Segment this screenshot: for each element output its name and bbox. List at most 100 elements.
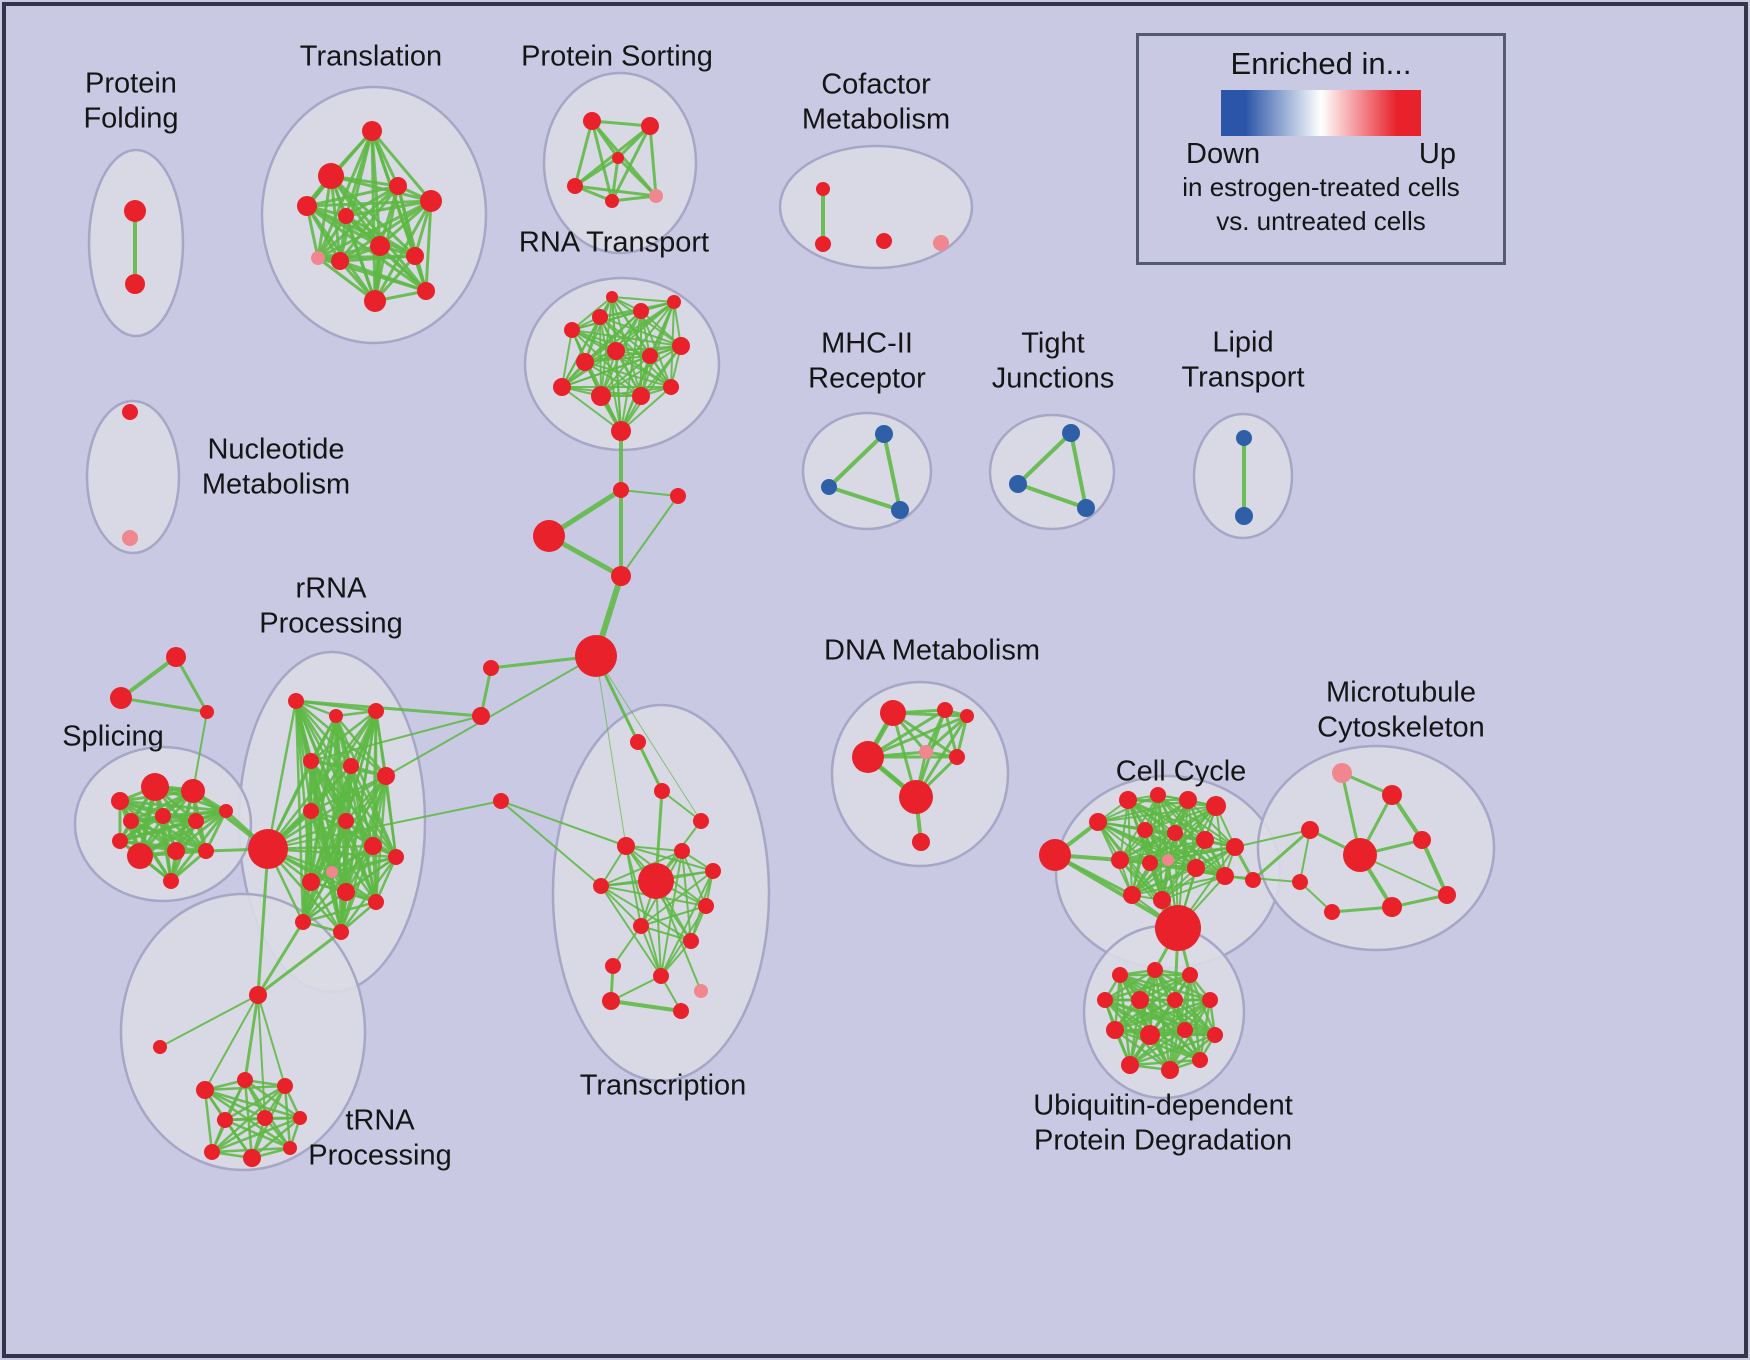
network-edge <box>1103 998 1217 1037</box>
node-ub1 <box>1112 967 1128 983</box>
cluster-label-splicing: Splicing <box>62 720 164 753</box>
network-edge <box>610 194 658 203</box>
node-rt13 <box>663 379 679 395</box>
cluster-label-mhc-ii-receptor: MHC-II Receptor <box>808 327 926 395</box>
cluster-label-ubiquitin-degradation: Ubiquitin-dependent Protein Degradation <box>1033 1089 1293 1157</box>
node-cy17 <box>1153 891 1171 909</box>
node-sp1 <box>141 773 169 801</box>
node-rt6 <box>672 337 690 355</box>
network-edge <box>584 301 675 363</box>
network-edge <box>625 845 642 927</box>
node-cy2 <box>1089 813 1107 831</box>
network-edge <box>301 870 334 924</box>
network-edge <box>1138 998 1217 1037</box>
network-edge <box>600 885 642 927</box>
cluster-label-trna-processing: tRNA Processing <box>308 1104 452 1172</box>
node-tx12 <box>653 968 669 984</box>
network-edge <box>118 809 228 843</box>
network-edge <box>210 1116 267 1154</box>
network-edge <box>223 1084 287 1122</box>
network-edge <box>339 855 398 934</box>
node-tj1 <box>1062 424 1080 442</box>
node-rr15 <box>295 914 311 930</box>
network-edge <box>338 184 400 263</box>
node-rr2 <box>329 709 343 723</box>
node-sp12 <box>163 873 179 889</box>
network-edge <box>330 870 343 934</box>
network-edge <box>1161 875 1226 901</box>
legend-down-label: Down <box>1186 138 1261 170</box>
node-lt2 <box>1235 507 1253 525</box>
network-edge <box>610 975 662 1002</box>
network-edge <box>590 119 652 128</box>
node-ps3 <box>567 178 583 194</box>
network-edge <box>661 790 702 822</box>
cluster-label-rna-transport: RNA Transport <box>518 226 710 259</box>
node-ch7 <box>472 707 490 725</box>
node-rr5 <box>343 758 359 774</box>
node-sp4 <box>123 813 139 829</box>
network-edge <box>616 156 658 198</box>
node-tr6 <box>420 190 442 212</box>
network-edge <box>600 355 651 397</box>
network-edge <box>1069 431 1088 510</box>
cluster-ellipse-nucleotide-metabolism <box>85 399 181 555</box>
cluster-label-translation: Translation <box>299 40 443 73</box>
network-edge <box>266 774 388 851</box>
node-rr16 <box>333 924 349 940</box>
network-edge <box>1420 838 1449 897</box>
node-d1 <box>880 700 906 726</box>
network-edge <box>1168 973 1192 1072</box>
node-cy10 <box>1226 838 1244 856</box>
network-edge <box>573 184 658 198</box>
network-edge <box>1119 799 1129 861</box>
network-edge <box>257 994 286 1087</box>
network-edge <box>640 925 662 977</box>
node-ub9 <box>1140 1025 1160 1045</box>
node-cy14 <box>1187 859 1205 877</box>
node-d7 <box>899 780 933 814</box>
network-edge <box>257 994 266 1119</box>
node-rt9 <box>576 353 594 371</box>
network-edge <box>660 850 683 977</box>
node-tx5 <box>674 843 690 859</box>
legend-subtitle-line1: in estrogen-treated cells <box>1182 172 1460 202</box>
node-sp11 <box>112 833 128 849</box>
network-edge <box>1113 973 1192 1032</box>
network-edge <box>681 850 707 907</box>
node-mt8 <box>1292 874 1308 890</box>
node-tr11 <box>311 251 325 265</box>
network-edge <box>600 885 662 977</box>
node-txh <box>638 863 674 899</box>
node-rt1 <box>564 322 580 338</box>
network-edge <box>192 711 208 792</box>
network-edge <box>174 809 228 853</box>
network-edge <box>827 485 902 512</box>
node-tj2 <box>1009 475 1027 493</box>
node-tx7 <box>593 878 609 894</box>
cluster-label-cell-cycle: Cell Cycle <box>1115 755 1247 788</box>
cluster-label-protein-sorting: Protein Sorting <box>521 40 713 73</box>
node-cy4 <box>1150 787 1166 803</box>
node-st1 <box>166 647 186 667</box>
network-edge <box>378 199 433 248</box>
network-edge <box>210 1116 302 1154</box>
network-edge <box>250 1116 302 1160</box>
network-edge <box>561 316 601 388</box>
network-edge <box>595 655 702 822</box>
node-ch6 <box>483 660 499 676</box>
node-tx2 <box>654 783 670 799</box>
cluster-ellipse-tight-junctions <box>988 413 1116 531</box>
network-edge <box>640 925 692 942</box>
node-sp2 <box>181 779 205 803</box>
node-tr12 <box>417 282 435 300</box>
node-rt7 <box>642 348 658 364</box>
cluster-label-nucleotide-metabolism: Nucleotide Metabolism <box>201 433 351 501</box>
node-co1 <box>816 182 830 196</box>
node-tr7 <box>370 236 390 256</box>
node-tj3 <box>1077 499 1095 517</box>
network-edge <box>660 870 714 977</box>
network-edge <box>169 809 228 883</box>
network-edge <box>1198 998 1212 1062</box>
